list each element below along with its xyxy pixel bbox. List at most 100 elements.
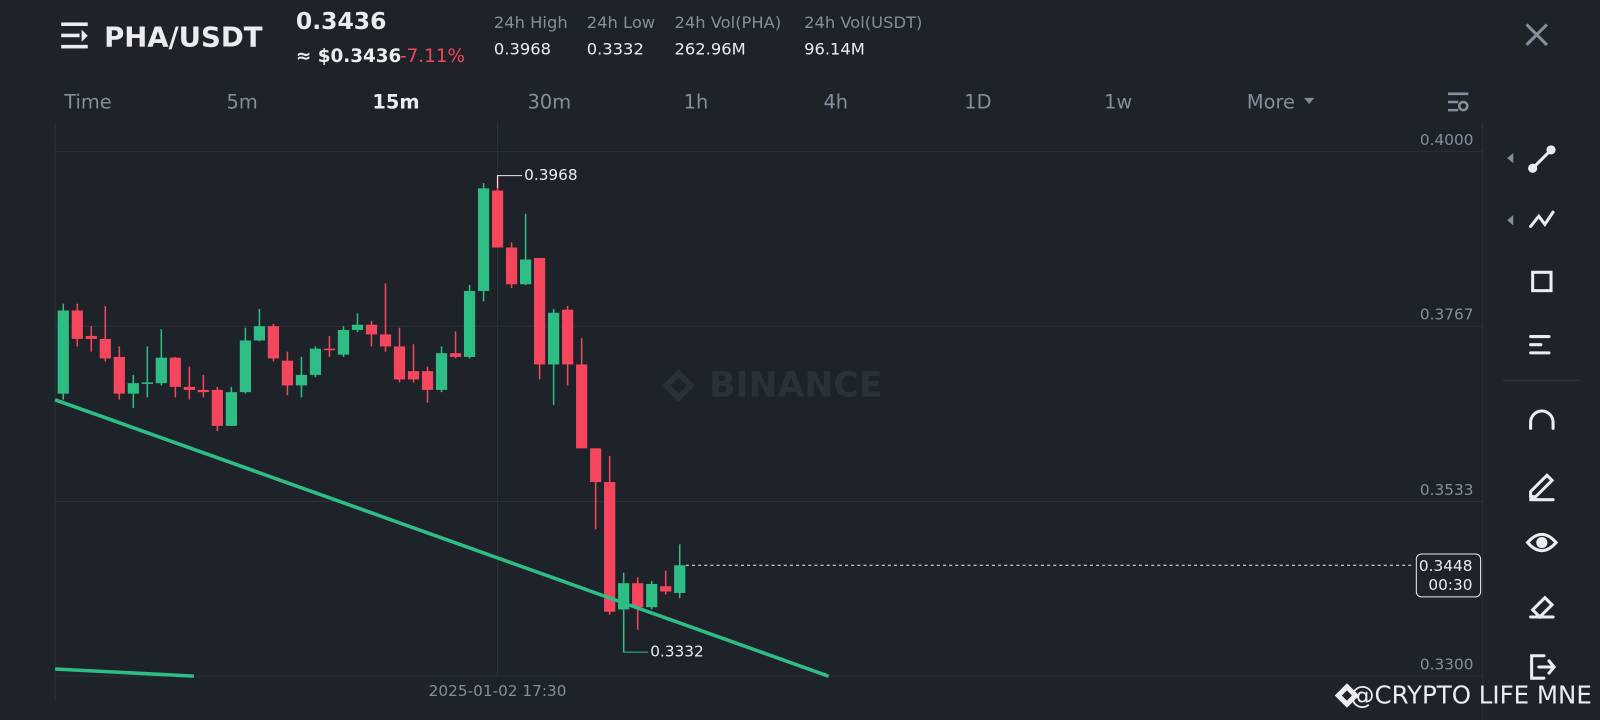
candle-body bbox=[646, 583, 658, 608]
tab[interactable]: 1D bbox=[964, 91, 991, 114]
tab[interactable]: 30m bbox=[528, 91, 572, 114]
tool-pen[interactable] bbox=[1529, 473, 1555, 502]
candle-body bbox=[141, 382, 153, 384]
y-tick-label: 0.3533 bbox=[1420, 481, 1474, 499]
y-tick-label: 0.3300 bbox=[1420, 655, 1474, 673]
candle-body bbox=[379, 334, 392, 347]
stat-value: 96.14M bbox=[804, 39, 865, 58]
last-price-label: 0.3448 bbox=[1419, 557, 1473, 575]
tool-shape[interactable] bbox=[1531, 270, 1553, 293]
dropdown-arrow bbox=[1304, 97, 1315, 105]
candle-body bbox=[71, 310, 83, 339]
stat-value: 0.3968 bbox=[494, 39, 551, 58]
tab[interactable]: More bbox=[1247, 91, 1295, 114]
tab[interactable]: 4h bbox=[823, 91, 848, 114]
last-price-tag bbox=[1415, 553, 1482, 598]
candle-body bbox=[99, 338, 111, 359]
stat-label: 24h Vol(PHA) bbox=[674, 13, 781, 32]
candle-body bbox=[57, 310, 69, 394]
candle-body bbox=[491, 190, 504, 248]
candle-body bbox=[239, 340, 252, 393]
tool-expand bbox=[1507, 152, 1514, 226]
close-button[interactable] bbox=[1525, 23, 1549, 46]
candle-body bbox=[477, 188, 490, 291]
candle-body bbox=[393, 346, 406, 380]
candle-body bbox=[449, 353, 462, 357]
candle-body bbox=[253, 326, 266, 341]
y-tick-label: 0.4000 bbox=[1420, 131, 1474, 149]
stat-label: 24h High bbox=[494, 13, 568, 32]
price-change: -7.11% bbox=[400, 46, 465, 67]
stat-label: 24h Low bbox=[587, 13, 655, 32]
candle-body bbox=[169, 357, 181, 387]
tool-magnet[interactable] bbox=[1529, 409, 1555, 430]
candle-body bbox=[435, 353, 448, 390]
candle-body bbox=[519, 259, 532, 285]
candle-body bbox=[323, 348, 336, 351]
candle-body bbox=[225, 392, 237, 426]
candle-body bbox=[351, 324, 364, 330]
candle-body bbox=[197, 389, 209, 393]
tab[interactable]: 1w bbox=[1104, 91, 1132, 114]
low-marker-label: 0.3332 bbox=[650, 643, 704, 661]
candle-body bbox=[576, 364, 588, 449]
candle-body bbox=[281, 360, 294, 386]
x-tick-label: 2025-01-02 17:30 bbox=[429, 682, 567, 700]
tab[interactable]: Time bbox=[63, 91, 111, 114]
tab-active[interactable]: 15m bbox=[372, 91, 419, 114]
candle-body bbox=[674, 565, 686, 593]
y-tick-label: 0.3767 bbox=[1420, 305, 1474, 323]
candle-body bbox=[267, 326, 280, 359]
trend-line[interactable] bbox=[54, 398, 830, 678]
trend-line[interactable] bbox=[55, 667, 194, 678]
candle-body bbox=[505, 247, 518, 285]
stat-value: 0.3332 bbox=[587, 39, 644, 58]
stat-label: 24h Vol(USDT) bbox=[804, 13, 922, 32]
tool-fib[interactable] bbox=[1529, 335, 1551, 355]
tool-eraser[interactable] bbox=[1529, 595, 1555, 620]
usd-price: ≈ $0.3436 bbox=[296, 46, 401, 67]
tool-eye[interactable] bbox=[1525, 532, 1559, 553]
high-marker-line bbox=[497, 175, 523, 188]
menu-icon[interactable] bbox=[61, 22, 88, 49]
candle-body bbox=[534, 258, 546, 365]
tool-line[interactable] bbox=[1528, 145, 1556, 173]
candle-body bbox=[421, 371, 434, 390]
candle-body bbox=[590, 448, 602, 483]
candle-body bbox=[365, 324, 378, 335]
candle-body bbox=[407, 371, 420, 380]
tool-trend[interactable] bbox=[1529, 210, 1555, 228]
candle-body bbox=[548, 312, 560, 365]
tool-exit[interactable] bbox=[1530, 654, 1557, 680]
candle-body bbox=[463, 290, 476, 357]
tab[interactable]: 5m bbox=[227, 91, 258, 114]
candle-body bbox=[618, 583, 630, 610]
candle-body bbox=[562, 309, 574, 365]
credit: @CRYPTO LIFE MNE bbox=[1350, 681, 1592, 710]
settings-icon[interactable] bbox=[1447, 92, 1469, 112]
candle-body bbox=[295, 374, 308, 386]
candle-body bbox=[155, 357, 167, 384]
candle-body bbox=[337, 329, 350, 355]
stat-value: 262.96M bbox=[674, 39, 745, 58]
candle-body bbox=[632, 583, 644, 608]
low-marker-line bbox=[623, 611, 649, 653]
candle-body bbox=[183, 386, 195, 390]
last-price: 0.3436 bbox=[296, 7, 387, 35]
watermark-text: BINANCE bbox=[709, 366, 882, 406]
candle-body bbox=[113, 356, 125, 394]
candle-body bbox=[85, 335, 97, 339]
candle-body bbox=[604, 482, 616, 612]
high-marker-label: 0.3968 bbox=[524, 166, 578, 184]
candle-body bbox=[660, 586, 672, 592]
candle-body bbox=[211, 389, 223, 426]
credit-logo bbox=[1334, 683, 1360, 708]
watermark: BINANCE bbox=[662, 366, 883, 406]
tab[interactable]: 1h bbox=[684, 91, 709, 114]
countdown: 00:30 bbox=[1428, 576, 1472, 594]
candle-body bbox=[127, 383, 139, 394]
candle-body bbox=[309, 348, 322, 375]
pair: PHA/USDT bbox=[104, 22, 263, 54]
